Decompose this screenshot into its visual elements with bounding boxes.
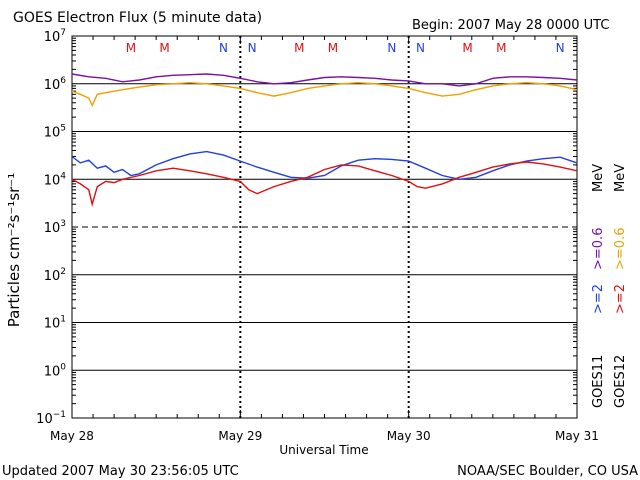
legend-ge2: >=2 [591,284,606,314]
marker-M: M [159,41,169,55]
marker-N: N [556,41,565,55]
plot-area: 10−1 100 101 102 103 104 105 106 107 May 28 May 29… [36,28,599,443]
legend-ge06: >=0.6 [591,228,606,270]
series-line-2 [71,161,578,207]
y-tick-label: 100 [44,362,67,379]
legend-satellite: GOES11 [591,355,606,408]
marker-M: M [328,41,338,55]
y-tick-label: 10−1 [36,410,66,427]
y-tick-label: 105 [44,124,66,141]
x-tick-label: May 29 [218,429,262,443]
legend: GOES11 >=2 >=0.6 MeV GOES12 >=2 >=0.6 MeV [591,164,628,408]
marker-M: M [294,41,304,55]
series-line-0 [71,150,578,181]
y-tick-label: 104 [44,171,67,188]
marker-N: N [248,41,257,55]
begin-timestamp: Begin: 2007 May 28 0000 UTC [412,18,609,33]
y-axis-label: Particles cm⁻²s⁻¹sr⁻¹ [5,173,23,327]
y-tick-label: 102 [44,267,66,284]
y-tick-label: 107 [44,28,66,45]
series-line-1 [71,73,578,87]
y-tick-label: 101 [44,315,66,332]
y-tick-label: 103 [44,219,66,236]
x-tick-label: May 28 [50,429,94,443]
chart-title: GOES Electron Flux (5 minute data) [13,10,262,26]
legend-satellite: GOES12 [613,355,628,408]
credit-text: NOAA/SEC Boulder, CO USA [457,464,638,479]
marker-N: N [219,41,228,55]
marker-M: M [496,41,506,55]
marker-N: N [387,41,396,55]
updated-timestamp: Updated 2007 May 30 23:56:05 UTC [2,464,239,479]
legend-unit: MeV [591,164,606,192]
legend-unit: MeV [613,164,628,192]
x-axis-label: Universal Time [279,443,368,457]
legend-ge06: >=0.6 [613,228,628,270]
marker-M: M [462,41,472,55]
legend-ge2: >=2 [613,284,628,314]
series-line-3 [71,81,578,108]
x-tick-label: May 30 [387,429,431,443]
y-tick-label: 106 [44,76,67,93]
marker-N: N [416,41,425,55]
x-tick-label: May 31 [555,429,599,443]
marker-M: M [126,41,136,55]
